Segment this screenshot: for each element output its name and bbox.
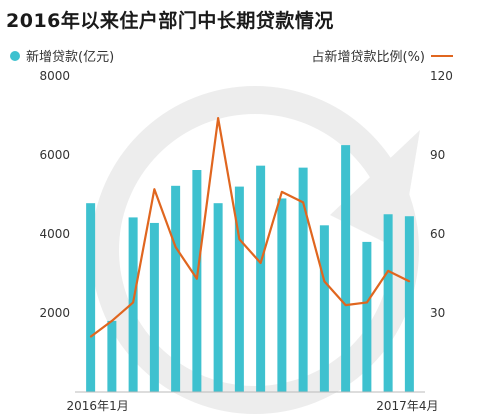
line-point [387,270,389,272]
y-left-tick-label: 4000 [39,227,70,241]
legend-line-label: 占新增贷款比例(%) [311,50,426,65]
line-point [259,262,262,264]
bar [149,222,159,392]
bar [404,216,414,392]
line-point [281,191,283,193]
bar [362,241,372,392]
legend-bar-label: 新增贷款(亿元) [26,50,115,65]
line-point [153,188,156,191]
legend-bar-swatch [10,50,20,61]
bar [171,185,181,392]
bar [107,320,117,392]
bar [298,167,308,392]
line-point [132,301,134,304]
legend-line: 占新增贷款比例(%) [311,46,453,65]
legend-line-swatch [431,54,453,57]
line-point [89,335,92,338]
bar [319,225,329,392]
bar [192,170,202,392]
y-right-tick-label: 60 [430,227,445,241]
line-point [344,304,347,306]
y-right-tick-label: 120 [430,69,453,83]
watermark-arrow [330,130,420,250]
bar [341,145,351,392]
bar [277,198,287,392]
line-point [111,320,113,322]
bar [86,203,96,392]
x-tick-label-last: 2017年4月 [376,399,438,413]
bar [256,165,266,392]
y-left-tick-label: 8000 [39,69,70,83]
x-tick-label-first: 2016年1月 [67,399,129,413]
y-right-tick-label: 30 [430,306,445,320]
y-left-tick-label: 2000 [39,306,70,320]
bar [234,186,244,392]
bar [383,214,393,392]
line-point [217,117,219,119]
line-series [89,117,410,338]
line-point [323,280,326,283]
y-left-tick-label: 6000 [39,148,70,162]
line-point [174,246,177,248]
line-point [408,280,411,283]
line-point [196,277,198,280]
line-point [238,238,241,241]
legend-bars: 新增贷款(亿元) [10,46,114,65]
line-point [366,301,368,304]
y-right-tick-label: 90 [430,148,445,162]
bar [128,217,138,392]
line-point [302,201,304,204]
chart-title: 2016年以来住户部门中长期贷款情况 [6,10,334,32]
bar [213,203,223,392]
